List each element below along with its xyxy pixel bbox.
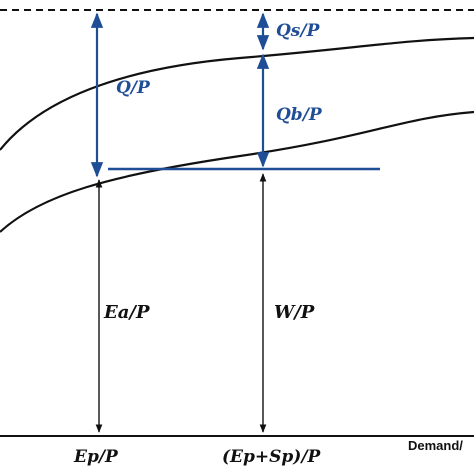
lower-curve <box>0 110 474 233</box>
ea-over-p-label: Ea/P <box>103 302 150 323</box>
qs-over-p-label: Qs/P <box>276 21 321 41</box>
w-over-p-label: W/P <box>274 302 315 323</box>
q-over-p-label: Q/P <box>116 78 151 98</box>
upper-curve <box>0 36 474 151</box>
demand-axis-label: Demand/ <box>408 438 463 453</box>
ep-sp-over-p-tick-label: (Ep+Sp)/P <box>222 447 322 467</box>
ep-over-p-tick-label: Ep/P <box>73 447 119 467</box>
qb-over-p-label: Qb/P <box>276 105 323 125</box>
